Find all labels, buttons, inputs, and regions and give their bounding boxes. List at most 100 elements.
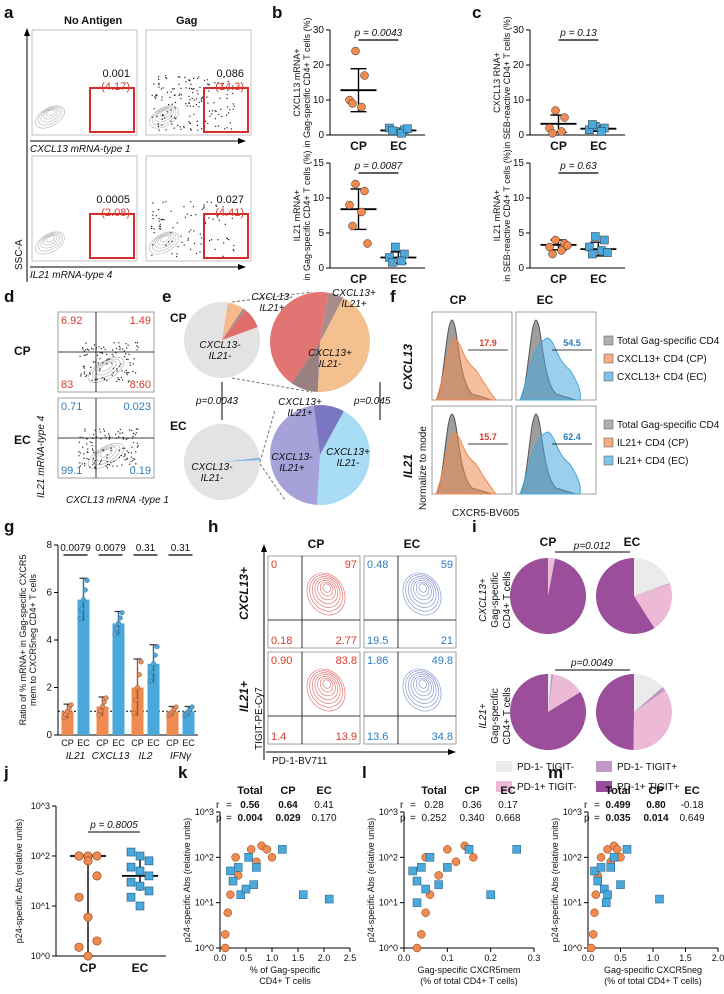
p-value: p = 0.0043 (354, 28, 403, 39)
g-p-1: 0.0079 (95, 543, 126, 554)
h-contour-ec-top (402, 572, 442, 616)
e-cp-small-pie-slice-4 (222, 310, 258, 340)
a-contour-1 (35, 105, 65, 129)
cp-point (351, 179, 360, 189)
cp-point (357, 102, 366, 112)
cp-point (357, 207, 366, 217)
panel-f: CP EC CXCL13 IL21 Normalize to mode CXCR5-BV6… (401, 293, 720, 519)
g-y-tick: 2 (46, 683, 52, 694)
g-point-CXCL13-cp (99, 704, 105, 710)
g-point-IL2-cp (136, 672, 142, 678)
i-pie-ec-bottom (596, 674, 673, 750)
cp-point (360, 186, 369, 196)
cp-point (560, 113, 569, 122)
y-axis-label-line1: CXCL13 RNA+ (492, 52, 502, 113)
i-legend-swatch-4 (596, 781, 612, 792)
panel-k-cp-point (226, 890, 235, 899)
d-cp-quadrant-3: 83 (61, 379, 73, 391)
g-y-axis-label: Ratio of % mRNA+ in Gag-specific CXCR5 (18, 555, 28, 726)
panel-l-stats-head-0: Total (421, 785, 446, 797)
panel-k-x-tick: 0.5 (240, 953, 253, 963)
a-y-axis-label: SSC-A (14, 239, 25, 270)
y-tick-label: 15 (313, 158, 325, 169)
panel-m-x-axis-2: (% of total CD4+ T cells) (604, 976, 701, 986)
g-p-2: 0.31 (136, 543, 156, 554)
panel-m-p-0: 0.035 (605, 813, 630, 824)
panel-k-y-axis: p24-specific Abs (relative units) (182, 818, 192, 943)
panel-k-y-tick: 10^3 (195, 807, 214, 817)
panel-l-x-axis-2: (% of total CD4+ T cells) (420, 976, 517, 986)
a-gate-3 (89, 213, 135, 259)
f-col-cp: CP (450, 293, 467, 307)
panel-k-p-2: 0.170 (311, 813, 336, 824)
y-axis-label-line2: in Gag-specific CD4+ T cells (%) (302, 18, 312, 148)
panel-m-ec-point (616, 880, 625, 889)
j-cp-point (83, 912, 93, 922)
a-freq-gated-3: (2.08) (101, 207, 130, 219)
j-y-axis: p24-specific Abs (relative units) (14, 819, 24, 944)
b-chart-il21: 0 5 10 15 IL21 mRNA+ in Gag-specific CD4+ T c… (292, 151, 425, 286)
y-axis-label-line2: in Gag-specific CD4+ T cells (%) (302, 151, 312, 281)
g-point-IFNγ-ec (189, 704, 195, 710)
d-cp-quadrant-2: 1.49 (130, 315, 151, 327)
panel-l-ec-point (412, 876, 422, 886)
f-legend-bottom-item-3: IL21+ CD4 (EC) (617, 456, 688, 467)
panel-m-p-label: p (584, 813, 590, 824)
e-ec-label-pos-neg-line2: IL21- (337, 458, 360, 469)
a-gate-2 (203, 87, 249, 133)
j-ec-point (126, 847, 136, 857)
f-row-cxcl13: CXCL13 (401, 344, 415, 390)
e-ec-small-pie-slice-2 (222, 457, 260, 462)
h-cp-bottom-quadrant-4: 13.9 (336, 731, 357, 743)
i-pie-cp-top (509, 558, 586, 634)
g-point-CXCL13-ec (117, 615, 123, 621)
panel-m-ec-point (596, 863, 606, 872)
panel-m-cp-point (613, 845, 622, 854)
x-cat-EC: EC (590, 139, 607, 153)
f-legend-top-swatch-3 (603, 371, 614, 382)
panel-m-r-eq: = (594, 800, 600, 811)
g-point-IL2-ec (149, 669, 155, 675)
j-y-tick: 10^0 (31, 951, 50, 961)
cp-point (360, 71, 369, 80)
h-flow-plot-ec-bottom: 1.86 49.8 13.6 34.8 (363, 651, 457, 745)
j-cat-CP: CP (80, 961, 97, 975)
panel-letter-j: j (3, 763, 9, 782)
panel-k-ec-point (226, 866, 235, 876)
panel-k-cp-point (267, 853, 277, 862)
panel-l-ec-point (421, 884, 430, 894)
panel-l-ec-point (412, 898, 422, 907)
e-cp-small-pie-slice-2 (222, 302, 244, 340)
g-bar-CXCL13-ec (112, 623, 125, 735)
g-point-CXCL13-cp (96, 712, 102, 718)
i-pie-ec-top-slice-4 (595, 558, 655, 634)
panel-l-stats-head-2: EC (500, 785, 515, 797)
panel-k-x-tick: 1.5 (292, 953, 305, 963)
g-point-IL2-ec (150, 661, 156, 667)
i-pie-cp-bottom (510, 674, 587, 750)
panel-l-cp-point (434, 871, 443, 880)
j-y-tick: 10^3 (31, 801, 50, 811)
h-row-cxcl13: CXCL13+ (237, 567, 251, 620)
h-ec-bottom-quadrant-1: 1.86 (367, 655, 388, 667)
e-cp-label-neg-neg-line2: IL21- (209, 351, 232, 362)
panel-k-cp-point (246, 845, 256, 854)
i-legend-swatch-2 (596, 761, 612, 772)
j-y-tick: 10^2 (31, 851, 50, 861)
y-tick-label: 5 (518, 228, 524, 239)
g-point-CXCL13-ec (112, 631, 118, 637)
a-freq-3: 0.0005 (96, 194, 130, 206)
j-cp-point (74, 892, 84, 902)
h-cp-top-quadrant-1: 0 (271, 559, 277, 571)
g-point-IL21-ec (79, 606, 85, 612)
panel-m-cp-point (590, 908, 599, 917)
h-cp-bottom-quadrant-2: 83.8 (336, 655, 357, 667)
panel-e: CPECCXCL13-IL21-CXCL13-IL21+CXCL13+IL21+… (170, 288, 391, 506)
j-ec-point (135, 851, 145, 861)
d-row-ec: EC (14, 433, 31, 447)
y-tick-label: 15 (513, 158, 525, 169)
panel-g: 0 2 4 6 8 Ratio of % mRNA+ in Gag-specific CX… (18, 540, 198, 762)
j-ec-point (135, 901, 145, 911)
x-cat-CP: CP (550, 139, 567, 153)
